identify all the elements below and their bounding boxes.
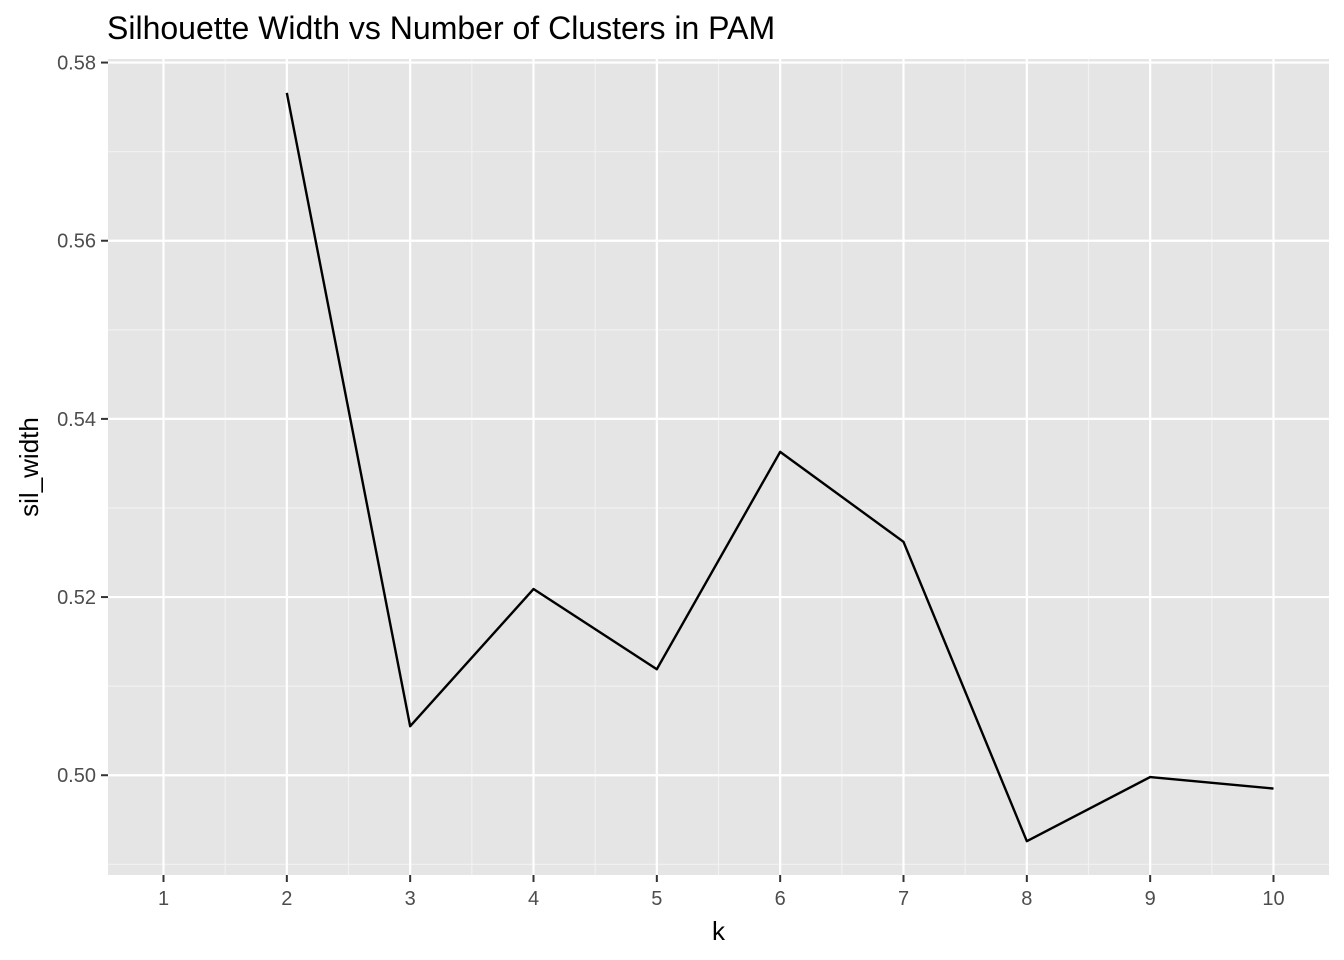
y-tick-label: 0.58	[57, 53, 96, 75]
y-tick-label: 0.50	[57, 765, 96, 787]
x-tick-label: 2	[281, 888, 292, 910]
x-tick-label: 6	[775, 888, 786, 910]
axis-ticks: 1 2 3 4 5 6 7 8 9 10 0.50 0.52 0.54 0.56 0.58	[57, 53, 1285, 910]
y-tick-label: 0.56	[57, 231, 96, 253]
series-line	[285, 92, 1274, 843]
x-tick-label: 10	[1262, 888, 1284, 910]
y-axis-title: sil_width	[14, 417, 44, 517]
x-tick-label: 8	[1021, 888, 1032, 910]
x-tick-label: 9	[1145, 888, 1156, 910]
grid-lines	[108, 59, 1329, 875]
y-tick-label: 0.54	[57, 409, 96, 431]
chart-title: Silhouette Width vs Number of Clusters i…	[107, 10, 775, 46]
y-tick-label: 0.52	[57, 587, 96, 609]
x-tick-label: 7	[898, 888, 909, 910]
x-tick-label: 4	[528, 888, 539, 910]
x-axis-title: k	[712, 916, 726, 946]
series-layer	[285, 92, 1274, 843]
x-tick-label: 3	[405, 888, 416, 910]
x-tick-label: 5	[651, 888, 662, 910]
x-tick-label: 1	[158, 888, 169, 910]
